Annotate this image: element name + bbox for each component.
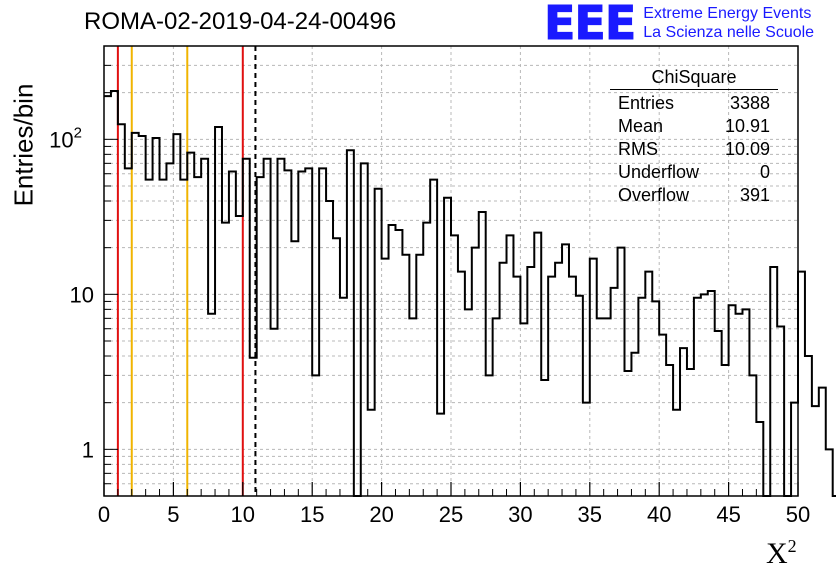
x-tick-label: 30 <box>508 502 532 527</box>
y-tick-label: 102 <box>49 124 82 152</box>
logo-line-2: La Scienza nelle Scuole <box>643 24 815 41</box>
stats-row: RMS 10.09 <box>610 138 778 161</box>
stats-row: Overflow 391 <box>610 184 778 207</box>
x-tick-label: 25 <box>439 502 463 527</box>
x-tick-label: 0 <box>98 502 110 527</box>
grid-lines <box>104 46 798 496</box>
x-tick-label: 35 <box>578 502 602 527</box>
stats-row: Entries 3388 <box>610 92 778 115</box>
y-axis-label-box: Entries/bin <box>8 84 40 207</box>
logo-line-1: Extreme Energy Events <box>643 5 812 22</box>
stats-label: RMS <box>618 139 658 159</box>
stats-row: Underflow 0 <box>610 161 778 184</box>
stats-row: Mean 10.91 <box>610 115 778 138</box>
x-tick-label: 5 <box>167 502 179 527</box>
x-tick-label: 40 <box>647 502 671 527</box>
stats-value: 391 <box>739 185 770 205</box>
eee-logo: EEE Extreme Energy Events La Scienza nel… <box>543 0 814 50</box>
axis-ticks: 0 5 10 15 20 25 30 35 40 45 50 1 10 102 <box>49 64 810 527</box>
reference-lines <box>116 46 257 496</box>
stats-label: Mean <box>618 116 664 136</box>
x-tick-label: 20 <box>369 502 393 527</box>
plot-title: ROMA-02-2019-04-24-00496 <box>84 8 397 35</box>
x-tick-label: 50 <box>786 502 810 527</box>
y-tick-label: 10 <box>70 282 94 307</box>
stats-value: 3388 <box>729 93 770 113</box>
stats-value: 0 <box>759 162 770 182</box>
x-axis-label-exponent: 2 <box>787 536 797 556</box>
stats-title: ChiSquare <box>610 66 778 90</box>
x-axis-label: X2 <box>766 536 797 571</box>
stats-label: Entries <box>618 93 675 113</box>
x-axis-label-text: X <box>766 537 788 570</box>
stats-box: ChiSquare Entries 3388 Mean 10.91 RMS 10.09… <box>610 66 778 207</box>
logo-mark: EEE <box>543 0 636 50</box>
logo-text: Extreme Energy Events La Scienza nelle S… <box>643 4 814 42</box>
x-tick-label: 45 <box>716 502 740 527</box>
stats-label: Underflow <box>618 162 700 182</box>
stats-value: 10.91 <box>724 116 770 136</box>
y-tick-label: 1 <box>82 437 94 462</box>
stats-label: Overflow <box>618 185 690 205</box>
x-tick-label: 15 <box>300 502 324 527</box>
stats-value: 10.09 <box>724 139 770 159</box>
y-axis-label: Entries/bin <box>8 83 39 207</box>
x-tick-label: 10 <box>231 502 255 527</box>
